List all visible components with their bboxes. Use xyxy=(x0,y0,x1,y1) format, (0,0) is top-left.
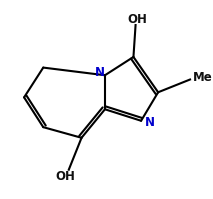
Text: OH: OH xyxy=(128,14,148,26)
Text: OH: OH xyxy=(55,170,75,183)
Text: N: N xyxy=(145,116,155,129)
Text: N: N xyxy=(94,66,104,79)
Text: Me: Me xyxy=(193,71,213,84)
